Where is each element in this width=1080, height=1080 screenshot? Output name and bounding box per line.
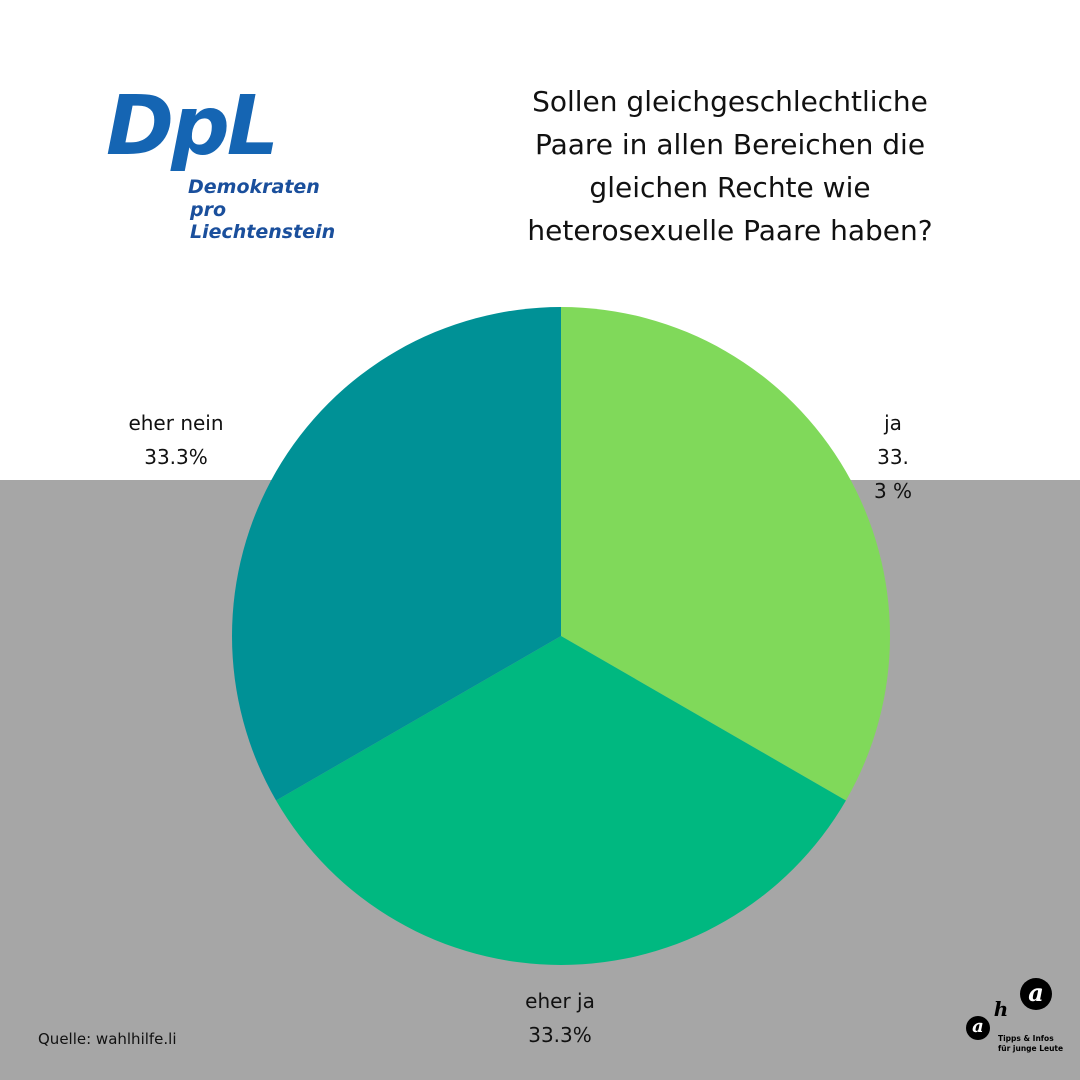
pie-slice-eher-ja [276, 636, 846, 965]
aha-logo: a h a Tipps & Infos für junge Leute [962, 978, 1064, 1058]
chart-title: Sollen gleichgeschlechtliche Paare in al… [500, 80, 960, 252]
chart-title-line: heterosexuelle Paare haben? [527, 214, 933, 247]
aha-logo-letter: h [993, 997, 1009, 1021]
dpl-logo-line2: pro Liechtenstein [190, 199, 336, 243]
slice-label-eher-ja: eher ja 33.3% [480, 984, 640, 1052]
dpl-logo-line1: Demokraten [188, 176, 320, 198]
dpl-party-logo: DpL Demokraten pro Liechtenstein [100, 86, 370, 244]
slice-label-eher-nein: eher nein 33.3% [96, 406, 256, 474]
pie-slice-ja [561, 307, 890, 801]
slice-value-label: 33.3% [528, 1023, 592, 1047]
aha-logo-tagline: für junge Leute [998, 1044, 1064, 1053]
slice-category-label: eher nein [128, 411, 224, 435]
slice-label-ja: ja 33.3 % [850, 406, 936, 508]
chart-title-line: gleichen Rechte wie [589, 171, 871, 204]
pie-slice-eher-nein [232, 307, 561, 801]
slice-value-label: 33.3 % [873, 445, 913, 503]
chart-title-line: Paare in allen Bereichen die [534, 128, 926, 161]
aha-logo-letter: a [966, 1016, 990, 1040]
slice-value-label: 33.3% [144, 445, 208, 469]
pie-slices [232, 307, 890, 965]
slice-category-label: ja [884, 411, 902, 435]
aha-logo-tagline: Tipps & Infos [998, 1034, 1054, 1043]
slice-category-label: eher ja [525, 989, 595, 1013]
source-credit: Quelle: wahlhilfe.li [38, 1030, 177, 1048]
dpl-logo-mark: DpL [106, 79, 279, 174]
chart-title-line: Sollen gleichgeschlechtliche [532, 85, 928, 118]
aha-logo-letter: a [1020, 978, 1052, 1010]
